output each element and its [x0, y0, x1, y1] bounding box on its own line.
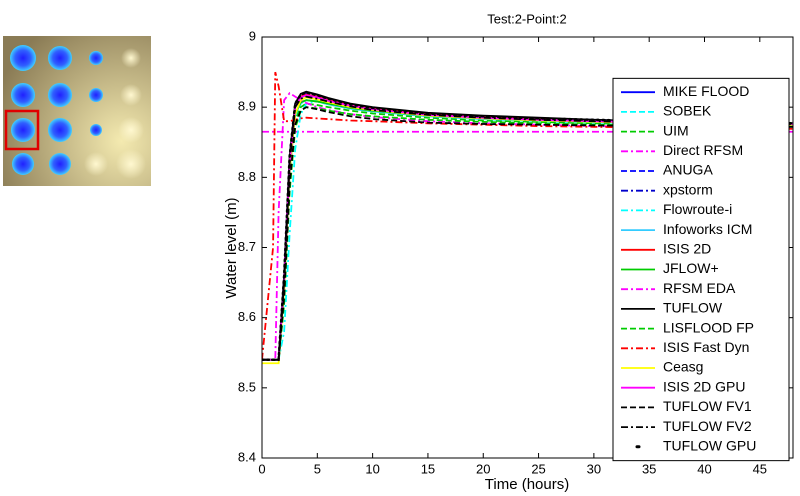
legend-label: Ceasg [663, 359, 703, 375]
legend-label: ISIS 2D [663, 241, 711, 257]
y-tick-label: 9 [249, 28, 256, 43]
legend-label: TUFLOW FV1 [663, 398, 752, 414]
legend-label: xpstorm [663, 181, 713, 197]
x-tick-label: 45 [753, 461, 767, 476]
chart-title: Test:2-Point:2 [487, 11, 567, 26]
legend-label: ISIS 2D GPU [663, 378, 745, 394]
legend-label: TUFLOW FV2 [663, 418, 752, 434]
x-tick-label: 20 [476, 461, 490, 476]
legend-label: UIM [663, 122, 689, 138]
x-tick-label: 25 [531, 461, 545, 476]
legend-label: JFLOW+ [663, 260, 719, 276]
legend-label: Infoworks ICM [663, 221, 752, 237]
x-tick-label: 0 [258, 461, 265, 476]
legend-label: TUFLOW [663, 300, 723, 316]
series-line [262, 91, 793, 361]
y-tick-label: 8.9 [238, 99, 256, 114]
legend-label: Flowroute-i [663, 201, 732, 217]
x-tick-label: 40 [697, 461, 711, 476]
selection-box [4, 109, 40, 151]
y-tick-label: 8.7 [238, 239, 256, 254]
legend-label: Direct RFSM [663, 142, 743, 158]
legend-label: TUFLOW GPU [663, 438, 756, 454]
y-tick-label: 8.4 [238, 449, 256, 464]
legend-label: MIKE FLOOD [663, 83, 749, 99]
x-tick-label: 10 [365, 461, 379, 476]
legend-label: SOBEK [663, 103, 712, 119]
y-tick-label: 8.8 [238, 169, 256, 184]
legend-label: ISIS Fast Dyn [663, 339, 749, 355]
legend: MIKE FLOOD SOBEK UIM Direct RFSM ANUGA xpstor… [612, 77, 790, 462]
series-line [262, 102, 793, 361]
legend-label: LISFLOOD FP [663, 319, 754, 335]
x-axis-label: Time (hours) [485, 476, 569, 493]
x-tick-label: 35 [642, 461, 656, 476]
y-axis-label: Water level (m) [223, 197, 240, 298]
x-tick-label: 15 [421, 461, 435, 476]
y-tick-label: 8.6 [238, 309, 256, 324]
x-tick-label: 30 [587, 461, 601, 476]
legend-label: RFSM EDA [663, 280, 736, 296]
thumbnail [3, 36, 151, 186]
y-tick-label: 8.5 [238, 379, 256, 394]
legend-label: ANUGA [663, 162, 713, 178]
x-tick-label: 5 [314, 461, 321, 476]
